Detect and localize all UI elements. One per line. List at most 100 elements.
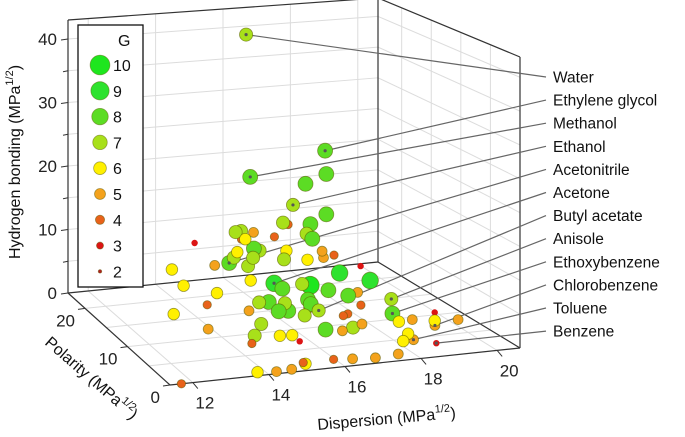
tick-mark — [268, 374, 275, 381]
data-point — [209, 259, 221, 271]
box-edge — [381, 0, 521, 58]
data-point — [167, 307, 180, 321]
data-point — [276, 252, 291, 267]
data-point — [286, 329, 299, 342]
z-tick-label: 10 — [38, 221, 57, 240]
leader-line — [250, 122, 547, 178]
z-tick-label: 40 — [38, 30, 57, 49]
labeled-point-marker — [411, 338, 416, 342]
data-point — [330, 264, 349, 282]
z-tick-label: 0 — [48, 284, 57, 303]
grid-line — [377, 169, 521, 247]
labeled-point-marker — [272, 281, 276, 285]
data-point — [248, 226, 259, 238]
data-point — [356, 318, 368, 330]
tick-mark — [62, 260, 69, 263]
data-point — [176, 379, 186, 389]
tick-mark — [62, 133, 69, 136]
data-point — [247, 338, 257, 349]
data-point — [316, 245, 328, 257]
data-point — [244, 274, 257, 287]
data-point — [397, 334, 410, 348]
x-tick-label: 20 — [500, 361, 519, 380]
grid-line — [87, 290, 194, 383]
tick-mark — [496, 350, 503, 357]
data-point — [320, 282, 337, 299]
leader-lines — [228, 33, 547, 344]
legend-marker — [92, 134, 108, 151]
solvent-label: Acetonitrile — [553, 162, 630, 179]
legend-marker — [96, 241, 104, 250]
legend-marker — [94, 188, 106, 200]
labeled-point-marker — [323, 149, 327, 153]
data-point — [271, 366, 282, 378]
data-point — [286, 363, 298, 375]
data-point — [317, 321, 334, 338]
data-point — [270, 303, 287, 320]
y-tick-label: 0 — [151, 388, 160, 407]
box-edge — [377, 261, 521, 349]
data-point — [191, 239, 198, 247]
data-point — [318, 206, 335, 223]
legend-label: 3 — [113, 239, 122, 256]
y-tick-label: 10 — [99, 350, 118, 369]
data-point — [431, 309, 438, 316]
tick-mark — [60, 292, 69, 295]
solvent-label: Ethoxybenzene — [553, 254, 660, 271]
grid-line — [377, 138, 521, 214]
data-point — [361, 271, 379, 290]
labeled-point-marker — [317, 308, 321, 313]
z-tick-label: 30 — [38, 94, 57, 113]
data-point — [165, 263, 179, 276]
x-tick-label: 16 — [348, 378, 367, 397]
solvent-label: Toluene — [553, 301, 607, 318]
z-axis-label: Hydrogen bonding (MPa1/2) — [4, 65, 24, 259]
solvent-label: Ethanol — [553, 139, 606, 156]
data-point — [252, 295, 267, 310]
solvent-label: Benzene — [553, 324, 614, 341]
labeled-point-marker — [389, 297, 393, 301]
data-point — [295, 276, 310, 291]
data-point — [239, 232, 252, 246]
data-point — [202, 323, 214, 335]
tick-mark — [62, 197, 69, 200]
data-point — [369, 352, 381, 364]
leader-line — [391, 238, 547, 300]
legend-box — [77, 24, 144, 288]
x-tick-label: 14 — [271, 386, 290, 405]
data-point — [347, 353, 359, 365]
labeled-point-marker — [244, 32, 248, 37]
grid-line — [84, 275, 402, 309]
grid-line — [377, 200, 521, 281]
tick-mark — [420, 358, 427, 365]
data-point — [273, 329, 287, 343]
solvent-label: Methanol — [553, 116, 617, 133]
data-point — [392, 315, 406, 328]
data-point — [406, 314, 418, 326]
grid-line — [377, 77, 521, 146]
data-point — [301, 253, 314, 266]
y-tick-label: 20 — [56, 311, 75, 330]
legend: G 10 9 8 7 6 5 4 3 2 — [77, 24, 144, 288]
legend-label: 5 — [113, 187, 122, 204]
grid-line — [377, 15, 521, 78]
labeled-point-marker — [390, 311, 395, 316]
legend-label: 7 — [113, 135, 122, 152]
data-point — [336, 325, 348, 337]
tick-mark — [344, 366, 351, 373]
solvent-label: Acetone — [553, 185, 610, 202]
data-point — [251, 366, 264, 379]
tick-mark — [60, 38, 69, 41]
labeled-point-marker — [291, 203, 295, 207]
tick-mark — [60, 229, 69, 232]
data-point — [177, 279, 190, 292]
data-point — [298, 357, 308, 368]
x-axis-label: Dispersion (MPa1/2) — [316, 402, 456, 434]
leader-line — [392, 261, 547, 315]
data-point — [269, 232, 279, 242]
legend-label: 4 — [113, 213, 122, 230]
tick-mark — [192, 382, 199, 389]
legend-title: G — [118, 33, 130, 50]
data-point — [296, 338, 303, 345]
grid-line — [377, 108, 521, 180]
